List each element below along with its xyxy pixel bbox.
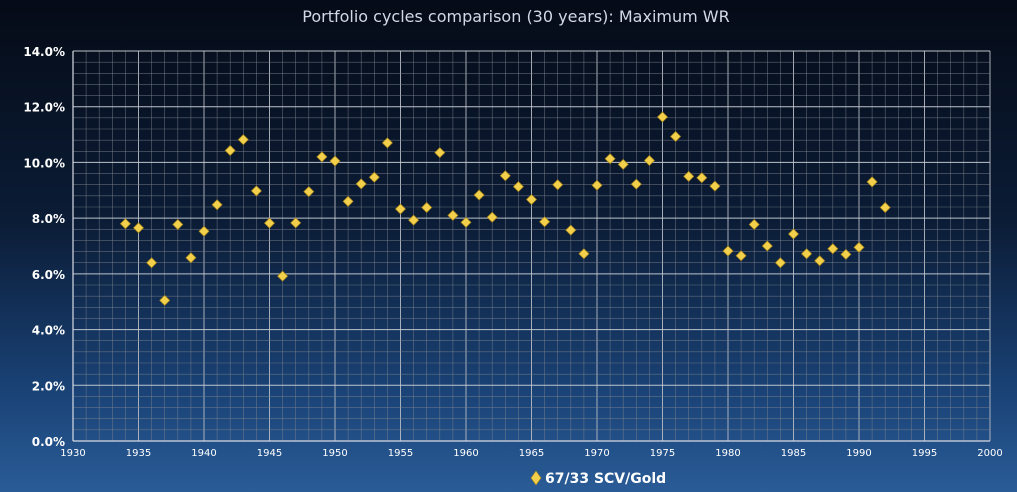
x-tick-label: 1940 xyxy=(191,448,216,459)
data-point xyxy=(342,195,354,207)
data-point xyxy=(604,153,616,165)
data-point xyxy=(499,170,511,182)
y-tick-label: 2.0% xyxy=(32,379,65,393)
data-point xyxy=(879,202,891,214)
data-point xyxy=(224,144,236,156)
legend-label: 67/33 SCV/Gold xyxy=(545,471,666,487)
data-point xyxy=(853,241,865,253)
data-point xyxy=(788,228,799,240)
y-tick-label: 10.0% xyxy=(23,156,65,170)
y-tick-label: 8.0% xyxy=(32,212,65,226)
data-point xyxy=(565,224,577,236)
axes xyxy=(72,51,990,442)
data-point xyxy=(395,203,406,215)
x-tick-label: 1970 xyxy=(584,448,609,459)
data-point xyxy=(316,151,328,163)
x-tick-label: 1930 xyxy=(60,448,85,459)
data-point xyxy=(198,225,210,237)
data-point xyxy=(172,219,184,231)
x-tick-label: 1990 xyxy=(846,448,871,459)
data-point xyxy=(735,250,747,262)
data-point xyxy=(146,257,158,269)
data-point xyxy=(408,214,420,226)
data-point xyxy=(630,178,642,190)
data-point xyxy=(185,252,197,264)
y-tick-label: 14.0% xyxy=(23,45,65,59)
data-point xyxy=(696,172,708,184)
data-point xyxy=(801,248,813,260)
data-point xyxy=(578,248,590,260)
y-axis-ticks: 0.0% 2.0% 4.0% 6.0% 8.0% 10.0% 12.0% 14.0% xyxy=(23,45,65,449)
data-point xyxy=(617,158,629,170)
data-point xyxy=(329,155,341,167)
y-tick-label: 0.0% xyxy=(32,435,65,449)
x-tick-label: 1945 xyxy=(257,448,282,459)
data-point xyxy=(748,219,760,231)
data-point xyxy=(840,248,852,260)
data-point xyxy=(159,294,171,306)
x-tick-label: 1995 xyxy=(912,448,937,459)
data-point xyxy=(643,154,655,166)
data-point xyxy=(119,218,131,230)
data-point xyxy=(237,134,249,146)
data-point xyxy=(277,270,289,282)
data-point xyxy=(421,202,433,214)
data-point xyxy=(473,189,485,201)
data-point xyxy=(591,179,603,191)
data-point xyxy=(657,111,668,123)
data-point xyxy=(683,170,695,182)
data-point xyxy=(722,245,734,257)
data-point xyxy=(774,257,786,269)
x-tick-label: 1965 xyxy=(519,448,544,459)
x-tick-label: 1980 xyxy=(715,448,740,459)
x-tick-label: 1950 xyxy=(322,448,347,459)
y-tick-label: 6.0% xyxy=(32,268,65,282)
data-point xyxy=(250,185,262,197)
legend: 67/33 SCV/Gold xyxy=(530,470,666,487)
data-point xyxy=(460,216,472,228)
x-tick-label: 1955 xyxy=(388,448,413,459)
x-tick-label: 1960 xyxy=(453,448,478,459)
data-point xyxy=(264,217,275,229)
data-point xyxy=(761,240,773,252)
data-point xyxy=(447,209,459,221)
x-tick-label: 1985 xyxy=(781,448,806,459)
legend-marker xyxy=(530,470,542,486)
data-point xyxy=(355,178,367,190)
chart-title: Portfolio cycles comparison (30 years): … xyxy=(302,7,729,26)
x-axis-ticks: 1930 1935 1940 1945 1950 1955 1960 1965 1970 1975… xyxy=(60,448,1002,459)
data-points xyxy=(119,111,891,306)
y-tick-label: 4.0% xyxy=(32,324,65,338)
data-point xyxy=(133,222,144,234)
data-point xyxy=(512,181,524,193)
data-point xyxy=(827,243,839,255)
data-point xyxy=(381,137,393,149)
data-point xyxy=(670,131,682,143)
y-tick-label: 12.0% xyxy=(23,101,65,115)
data-point xyxy=(368,171,380,183)
data-point xyxy=(814,255,826,267)
data-point xyxy=(290,217,302,229)
x-tick-label: 1975 xyxy=(650,448,675,459)
data-point xyxy=(539,216,551,228)
data-point xyxy=(434,147,446,159)
data-point xyxy=(303,186,315,198)
data-point xyxy=(211,199,223,211)
data-point xyxy=(526,193,537,205)
grid-lines xyxy=(72,50,991,442)
data-point xyxy=(486,211,498,223)
x-tick-label: 1935 xyxy=(126,448,151,459)
data-point xyxy=(709,180,721,192)
data-point xyxy=(552,179,564,191)
data-point xyxy=(866,176,878,188)
x-tick-label: 2000 xyxy=(977,448,1002,459)
